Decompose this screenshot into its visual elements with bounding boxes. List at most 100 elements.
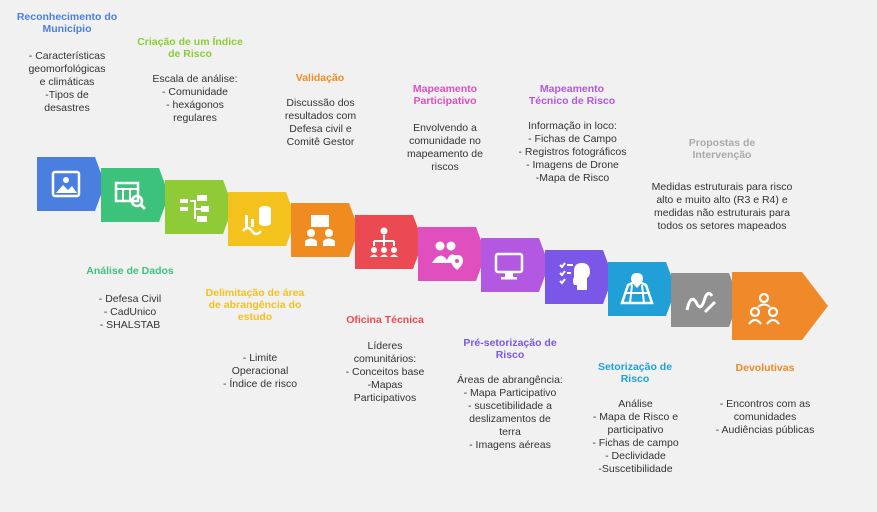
line: riscos xyxy=(431,161,459,173)
line: Medidas estruturais para risco xyxy=(651,181,793,193)
line: - Mapa Participativo xyxy=(463,387,557,399)
step-3-title: Criação de um Índice de Risco xyxy=(137,36,243,60)
line: Discussão dos xyxy=(286,97,355,109)
line: - Audiências públicas xyxy=(715,424,815,436)
line: geomorfológicas xyxy=(28,63,106,75)
line: - Fichas de Campo xyxy=(528,133,617,145)
step-5-desc: Discussão dos resultados com Defesa civil … xyxy=(263,97,378,149)
step-12-desc: - Encontros com as comunidades - Audiência… xyxy=(700,398,830,437)
step-10-desc: Análise - Mapa de Risco e participativo - F… xyxy=(578,398,693,476)
line: - hexágonos xyxy=(166,99,224,111)
line: -Suscetibilidade xyxy=(598,463,673,475)
line: Defesa civil e xyxy=(289,123,352,135)
people-location-icon xyxy=(430,236,464,272)
line: regulares xyxy=(173,112,217,124)
line: Informação in loco: xyxy=(528,120,617,132)
table-search-icon xyxy=(113,177,147,213)
line: - Limite xyxy=(242,352,278,364)
step-block xyxy=(291,203,359,257)
step-6 xyxy=(355,215,423,269)
line: participativo xyxy=(607,424,664,436)
line: - suscetibilidade a xyxy=(467,400,553,412)
signature-icon xyxy=(683,282,717,318)
flow-icon xyxy=(177,189,211,225)
step-4 xyxy=(228,192,296,246)
hierarchy-icon xyxy=(367,224,401,260)
line: mapeamento de xyxy=(407,148,483,160)
final-arrow xyxy=(732,272,828,340)
step-5-title: Validação xyxy=(295,72,345,84)
chart-data-icon xyxy=(240,201,274,237)
line: - Conceitos base xyxy=(345,366,425,378)
line: Envolvendo a xyxy=(413,122,477,134)
step-7-desc: Envolvendo a comunidade no mapeamento de ri… xyxy=(390,122,500,174)
step-12 xyxy=(732,272,828,340)
group-icon xyxy=(747,290,781,326)
line: desastres xyxy=(44,102,90,114)
line: - Comunidade xyxy=(162,86,228,98)
step-2-desc: - Defesa Civil - CadUnico - SHALSTAB xyxy=(70,293,190,332)
line: - Declividade xyxy=(605,450,666,462)
line: - Índice de risco xyxy=(222,378,298,390)
line: e climáticas xyxy=(39,76,95,88)
line: comunitários: xyxy=(353,353,417,365)
step-12-title: Devolutivas xyxy=(735,362,795,374)
line: - Características xyxy=(28,50,106,62)
step-3 xyxy=(165,180,233,234)
step-10-title: Setorização de Risco xyxy=(597,361,673,385)
step-block xyxy=(37,157,105,211)
line: - Imagens de Drone xyxy=(526,159,619,171)
line: comunidades xyxy=(733,411,797,423)
line: Líderes xyxy=(367,340,403,352)
step-11 xyxy=(671,273,739,327)
map-grid-icon xyxy=(620,271,654,307)
step-7 xyxy=(418,227,486,281)
line: -Tipos de xyxy=(45,89,89,101)
step-4-desc: - Limite Operacional - Índice de risco xyxy=(205,352,315,391)
line: - SHALSTAB xyxy=(99,319,161,331)
step-8-title: Pré-setorização de Risco xyxy=(463,337,557,361)
line: Comitê Gestor xyxy=(286,136,355,148)
step-11-desc: Medidas estruturais para risco alto e mui… xyxy=(633,181,811,233)
line: comunidade no xyxy=(409,135,481,147)
step-5 xyxy=(291,203,359,257)
line: Áreas de abrangência: xyxy=(457,374,563,386)
step-9-desc: Informação in loco: - Fichas de Campo - Re… xyxy=(505,120,640,185)
step-1 xyxy=(37,157,105,211)
step-11-title: Propostas de Intervenção xyxy=(688,137,756,161)
line: Participativos xyxy=(353,392,417,404)
line: resultados com xyxy=(284,110,357,122)
line: terra xyxy=(499,426,521,438)
line: -Mapa de Risco xyxy=(535,172,610,184)
line: - Defesa Civil xyxy=(98,293,162,305)
line: - Registros fotográficos xyxy=(518,146,627,158)
step-8-desc: Áreas de abrangência: - Mapa Participativ… xyxy=(445,374,575,452)
step-8 xyxy=(481,238,549,292)
line: - Fichas de campo xyxy=(592,437,679,449)
line: todos os setores mapeados xyxy=(657,220,787,232)
monitor-icon xyxy=(493,247,527,283)
team-board-icon xyxy=(303,212,337,248)
step-9-title: Mapeamento Técnico de Risco xyxy=(528,83,616,107)
line: Operacional xyxy=(231,365,289,377)
step-7-title: Mapeamento Participativo xyxy=(412,83,478,107)
line: -Mapas xyxy=(367,379,403,391)
line: Escala de análise: xyxy=(152,73,238,85)
step-6-desc: Líderes comunitários: - Conceitos base -Map… xyxy=(330,340,440,405)
step-1-title: Reconhecimento do Município xyxy=(16,11,118,35)
step-6-title: Oficina Técnica xyxy=(346,314,424,326)
line: alto e muito alto (R3 e R4) e xyxy=(656,194,788,206)
step-3-desc: Escala de análise: - Comunidade - hexágono… xyxy=(135,73,255,125)
line: medidas não estruturais para xyxy=(654,207,790,219)
step-10 xyxy=(608,262,676,316)
step-9 xyxy=(545,250,613,304)
step-4-title: Delimitação de área de abrangência do es… xyxy=(205,287,305,323)
line: Análise xyxy=(618,398,653,410)
line: - Imagens aéreas xyxy=(469,439,551,451)
step-block xyxy=(481,238,549,292)
checklist-head-icon xyxy=(557,259,591,295)
step-2-title: Análise de Dados xyxy=(86,265,174,277)
line: deslizamentos de xyxy=(469,413,551,425)
line: - Encontros com as xyxy=(719,398,811,410)
image-icon xyxy=(49,166,83,202)
